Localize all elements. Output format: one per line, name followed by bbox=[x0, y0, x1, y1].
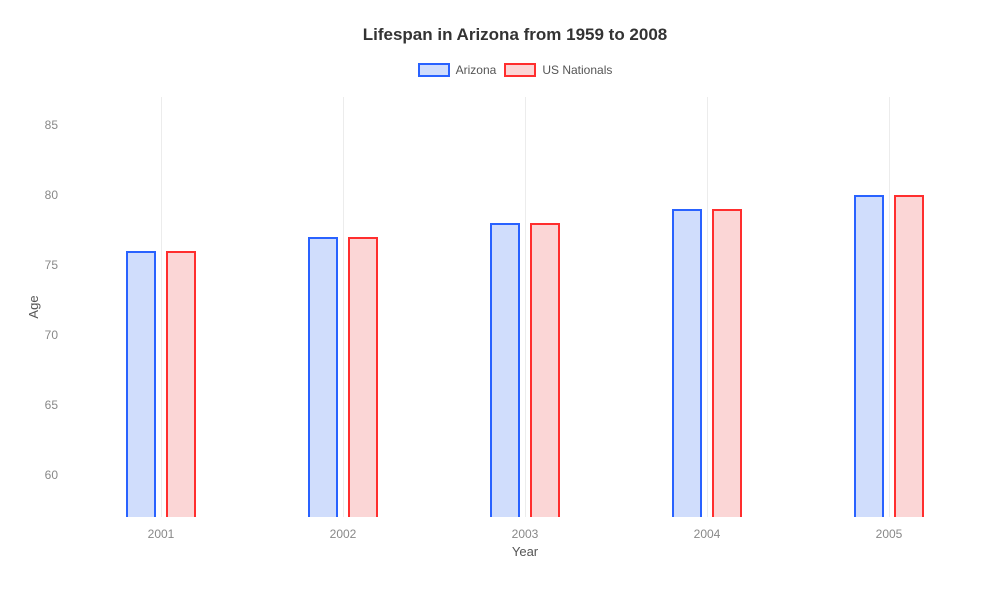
x-tick-label: 2003 bbox=[512, 527, 539, 541]
bar bbox=[854, 195, 883, 517]
legend: Arizona US Nationals bbox=[60, 63, 970, 77]
legend-swatch-usnationals bbox=[504, 63, 536, 77]
legend-label-arizona: Arizona bbox=[456, 63, 497, 77]
plot-area: Age Year 2001200220032004200560657075808… bbox=[70, 97, 980, 517]
bar bbox=[126, 251, 155, 517]
bar bbox=[166, 251, 195, 517]
chart-container: Lifespan in Arizona from 1959 to 2008 Ar… bbox=[0, 0, 1000, 600]
gridline-v bbox=[525, 97, 526, 517]
chart-title: Lifespan in Arizona from 1959 to 2008 bbox=[60, 25, 970, 45]
bar bbox=[490, 223, 519, 517]
x-tick-label: 2005 bbox=[876, 527, 903, 541]
y-tick-label: 60 bbox=[45, 468, 58, 482]
x-axis-label: Year bbox=[512, 544, 538, 559]
x-tick-label: 2001 bbox=[148, 527, 175, 541]
gridline-v bbox=[161, 97, 162, 517]
bar bbox=[530, 223, 559, 517]
legend-label-usnationals: US Nationals bbox=[542, 63, 612, 77]
y-tick-label: 75 bbox=[45, 258, 58, 272]
gridline-v bbox=[707, 97, 708, 517]
y-axis-label: Age bbox=[26, 295, 41, 318]
legend-swatch-arizona bbox=[418, 63, 450, 77]
y-tick-label: 85 bbox=[45, 118, 58, 132]
x-tick-label: 2002 bbox=[330, 527, 357, 541]
y-tick-label: 70 bbox=[45, 328, 58, 342]
bar bbox=[712, 209, 741, 517]
x-tick-label: 2004 bbox=[694, 527, 721, 541]
bar bbox=[672, 209, 701, 517]
legend-item-usnationals: US Nationals bbox=[504, 63, 612, 77]
bar bbox=[308, 237, 337, 517]
bar bbox=[348, 237, 377, 517]
gridline-v bbox=[343, 97, 344, 517]
gridline-v bbox=[889, 97, 890, 517]
legend-item-arizona: Arizona bbox=[418, 63, 497, 77]
bar bbox=[894, 195, 923, 517]
y-tick-label: 65 bbox=[45, 398, 58, 412]
y-tick-label: 80 bbox=[45, 188, 58, 202]
